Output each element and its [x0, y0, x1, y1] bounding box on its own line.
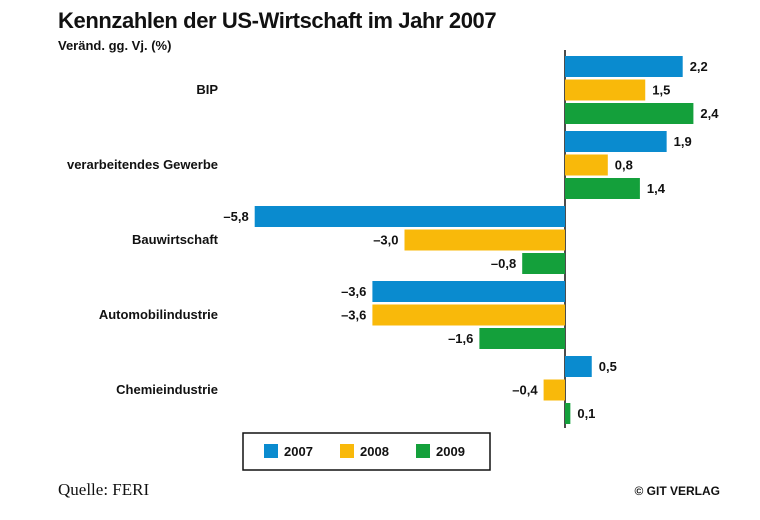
- legend-label-2007: 2007: [284, 444, 313, 459]
- category-label-verarbeitendes-gewerbe: verarbeitendes Gewerbe: [67, 157, 218, 172]
- data-label-bip-2008: 1,5: [652, 83, 670, 98]
- bar-bip-2007: [565, 56, 683, 77]
- data-label-verarbeitendes-gewerbe-2007: 1,9: [674, 134, 692, 149]
- category-label-chemieindustrie: Chemieindustrie: [116, 382, 218, 397]
- bar-bauwirtschaft-2009: [522, 253, 565, 274]
- bar-bauwirtschaft-2007: [254, 206, 565, 227]
- chart-title: Kennzahlen der US-Wirtschaft im Jahr 200…: [58, 8, 497, 33]
- data-label-bip-2007: 2,2: [690, 59, 708, 74]
- bar-automobilindustrie-2008: [372, 304, 565, 326]
- legend-box: [242, 432, 491, 471]
- legend-swatch-2009: [416, 444, 430, 458]
- data-label-verarbeitendes-gewerbe-2008: 0,8: [615, 158, 633, 173]
- data-label-automobilindustrie-2007: –3,6: [341, 284, 366, 299]
- bar-bip-2009: [565, 103, 694, 124]
- data-label-chemieindustrie-2007: 0,5: [599, 359, 617, 374]
- chart-subtitle: Veränd. gg. Vj. (%): [58, 38, 172, 53]
- bar-chemieindustrie-2009: [565, 403, 571, 424]
- source-note: Quelle: FERI: [58, 480, 150, 499]
- data-label-automobilindustrie-2008: –3,6: [341, 308, 366, 323]
- bar-bauwirtschaft-2008: [404, 229, 565, 251]
- legend-label-2009: 2009: [436, 444, 465, 459]
- bar-verarbeitendes-gewerbe-2009: [565, 178, 640, 199]
- bar-chemieindustrie-2007: [565, 356, 592, 377]
- category-label-bip: BIP: [196, 82, 218, 97]
- bar-automobilindustrie-2009: [479, 328, 565, 349]
- category-label-automobilindustrie: Automobilindustrie: [99, 307, 218, 322]
- data-label-chemieindustrie-2008: –0,4: [512, 383, 538, 398]
- category-label-bauwirtschaft: Bauwirtschaft: [132, 232, 219, 247]
- data-label-bauwirtschaft-2008: –3,0: [373, 233, 398, 248]
- legend-label-2008: 2008: [360, 444, 389, 459]
- bar-bip-2008: [565, 79, 646, 101]
- legend-swatch-2007: [264, 444, 278, 458]
- data-label-verarbeitendes-gewerbe-2009: 1,4: [647, 181, 666, 196]
- bar-verarbeitendes-gewerbe-2007: [565, 131, 667, 152]
- copyright-credit: © GIT VERLAG: [634, 484, 720, 498]
- data-label-bip-2009: 2,4: [700, 106, 719, 121]
- legend-swatch-2008: [340, 444, 354, 458]
- data-label-bauwirtschaft-2009: –0,8: [491, 256, 516, 271]
- bar-chemieindustrie-2008: [543, 379, 565, 401]
- bar-verarbeitendes-gewerbe-2008: [565, 154, 608, 176]
- bar-automobilindustrie-2007: [372, 281, 565, 302]
- data-label-automobilindustrie-2009: –1,6: [448, 331, 473, 346]
- data-label-chemieindustrie-2009: 0,1: [577, 406, 595, 421]
- data-label-bauwirtschaft-2007: –5,8: [223, 209, 248, 224]
